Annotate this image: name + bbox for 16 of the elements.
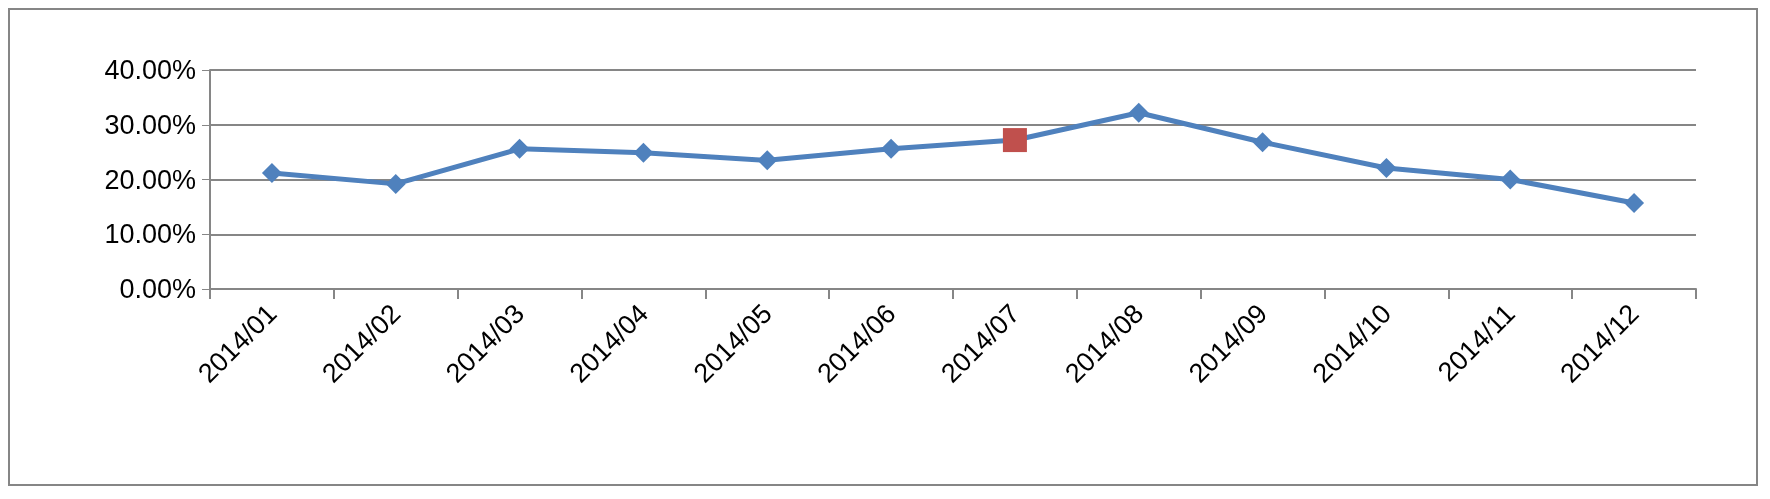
- point: [1624, 193, 1645, 214]
- point: [633, 142, 654, 163]
- y-tick-label: 10.00%: [104, 219, 196, 250]
- y-tick-label: 0.00%: [119, 274, 196, 304]
- point: [1252, 132, 1273, 153]
- point: [1128, 102, 1149, 123]
- point: [261, 162, 282, 183]
- point: [509, 138, 530, 159]
- y-tick-label: 40.00%: [104, 55, 196, 85]
- point: [881, 138, 902, 159]
- y-tick-label: 30.00%: [104, 109, 196, 140]
- y-tick-label: 20.00%: [104, 164, 196, 195]
- point: [1500, 169, 1521, 190]
- point: [757, 150, 778, 171]
- point: [385, 173, 406, 194]
- point: [1376, 158, 1397, 178]
